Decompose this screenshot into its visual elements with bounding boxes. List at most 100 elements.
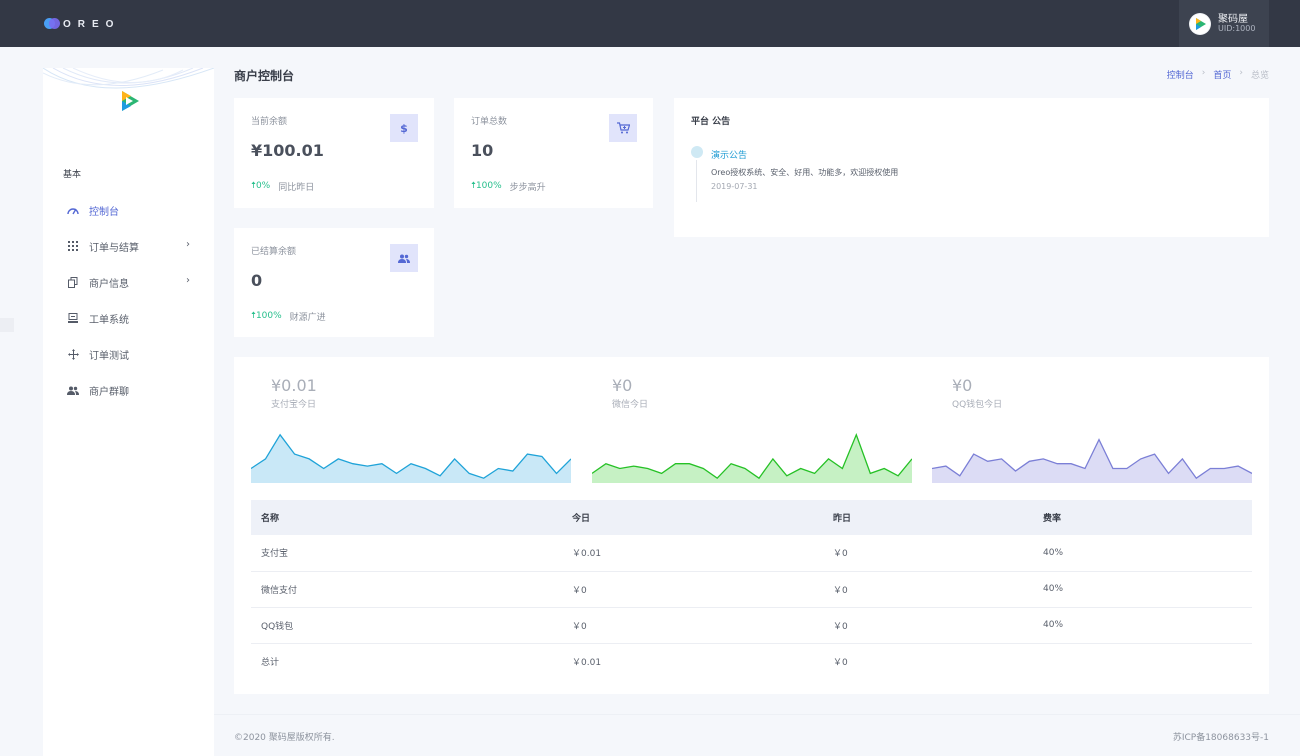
sidebar-banner-decoration <box>43 68 214 89</box>
cell-yesterday: ￥0 <box>823 571 1033 608</box>
column-header-name: 名称 <box>251 500 562 535</box>
stat-card-balance: 当前余额 ¥100.01 🠅 0% 同比昨日 $ <box>234 98 434 208</box>
chevron-right-icon: › <box>186 239 190 250</box>
trend-up-icon: 🠅 <box>251 181 256 191</box>
sidebar-item-orders-settlement[interactable]: 订单与结算 › <box>43 228 214 264</box>
trend-up-icon: 🠅 <box>471 181 476 191</box>
qqwallet-sparkline-chart <box>932 438 1252 483</box>
cell-rate: 40% <box>1033 571 1252 608</box>
sidebar-item-ticket-system[interactable]: 工单系统 <box>43 300 214 336</box>
column-header-rate: 费率 <box>1033 500 1252 535</box>
stat-value: ¥100.01 <box>251 141 324 160</box>
qqwallet-today-label: QQ钱包今日 <box>952 400 1003 410</box>
cart-icon <box>609 114 637 142</box>
ticket-icon <box>67 312 79 324</box>
sidebar-toggle-handle[interactable] <box>0 318 14 332</box>
stat-trend: 🠅 0% 同比昨日 <box>251 178 314 194</box>
cell-name: 支付宝 <box>251 535 562 572</box>
cell-name: QQ钱包 <box>251 607 562 644</box>
column-header-yesterday: 昨日 <box>823 500 1033 535</box>
stat-card-orders: 订单总数 10 🠅 100% 步步高升 <box>454 98 653 208</box>
trend-text: 同比昨日 <box>278 182 315 193</box>
stat-label: 订单总数 <box>471 117 508 127</box>
wechat-today-amount: ¥0 <box>612 376 633 395</box>
cell-yesterday: ￥0 <box>823 607 1033 644</box>
move-icon <box>67 348 79 360</box>
footer-copyright: ©2020 聚码屋版权所有. <box>234 733 335 743</box>
timeline-line <box>696 160 697 202</box>
sparkline-area <box>592 434 912 483</box>
cell-rate: 40% <box>1033 607 1252 644</box>
trend-percent: 100% <box>255 311 282 321</box>
stat-value: 0 <box>251 271 263 290</box>
sidebar-item-merchant-chat[interactable]: 商户群聊 <box>43 372 214 408</box>
qqwallet-today-amount: ¥0 <box>952 376 973 395</box>
user-name: 聚码屋 <box>1218 13 1248 25</box>
stat-card-settled: 已结算余额 0 🠅 100% 财源广进 <box>234 228 434 337</box>
wechat-today-label: 微信今日 <box>612 400 649 410</box>
table-row: QQ钱包 ￥0 ￥0 40% <box>251 607 1252 644</box>
page-title: 商户控制台 <box>234 69 295 83</box>
brand-logo-icon <box>122 91 139 111</box>
cell-yesterday: ￥0 <box>823 535 1033 572</box>
stat-trend: 🠅 100% 财源广进 <box>251 308 326 324</box>
sparkline-area <box>251 434 571 483</box>
cell-name: 总计 <box>261 657 280 668</box>
table-header-row: 名称 今日 昨日 费率 <box>251 500 1252 535</box>
notice-body: Oreo授权系统、安全、好用、功能多，欢迎授权使用 <box>711 168 899 177</box>
stat-label: 当前余额 <box>251 117 288 127</box>
cell-rate: 40% <box>1033 535 1252 572</box>
play-logo-icon <box>1190 13 1210 34</box>
logo-mark-icon <box>44 18 60 30</box>
group-icon <box>67 384 79 396</box>
alipay-today-label: 支付宝今日 <box>271 400 317 410</box>
breadcrumb-separator: › <box>1201 68 1206 78</box>
table-row: 总计 ￥0.01 ￥0 <box>251 643 1252 679</box>
breadcrumb-separator: › <box>1239 68 1243 78</box>
logo-text: OREO <box>63 18 121 30</box>
breadcrumb-dashboard-link[interactable]: 控制台 <box>1166 71 1194 81</box>
footer-divider <box>214 714 1300 715</box>
user-menu[interactable]: 聚码屋 UID:1000 <box>1179 0 1269 47</box>
sidebar-nav: 控制台 订单与结算 › 商户信息 › 工单系统 订单测试 <box>43 192 214 408</box>
column-header-today: 今日 <box>562 500 823 535</box>
sidebar-item-label: 商户群聊 <box>89 386 129 398</box>
footer-icp-link[interactable]: 苏ICP备18068633号-1 <box>1172 733 1269 743</box>
app-logo[interactable]: OREO <box>44 17 120 31</box>
timeline-dot <box>691 146 703 158</box>
platform-notice-card: 平台 公告 演示公告 Oreo授权系统、安全、好用、功能多，欢迎授权使用 201… <box>674 98 1269 237</box>
stat-label: 已结算余额 <box>251 247 297 257</box>
sidebar-item-merchant-info[interactable]: 商户信息 › <box>43 264 214 300</box>
breadcrumb-home-link[interactable]: 首页 <box>1213 71 1232 81</box>
cell-today: ￥0 <box>562 571 823 608</box>
cell-yesterday: ￥0 <box>833 657 848 668</box>
breadcrumb: 控制台 › 首页 › 总览 <box>1167 68 1269 81</box>
sidebar-item-label: 工单系统 <box>89 314 129 326</box>
sidebar-item-order-test[interactable]: 订单测试 <box>43 336 214 372</box>
breadcrumb-current: 总览 <box>1250 71 1269 81</box>
sidebar-item-dashboard[interactable]: 控制台 <box>43 192 214 228</box>
sidebar-item-label: 订单与结算 <box>89 242 139 254</box>
user-avatar <box>1189 12 1211 35</box>
table-row: 支付宝 ￥0.01 ￥0 40% <box>251 535 1252 572</box>
payment-summary-table: 名称 今日 昨日 费率 支付宝 ￥0.01 ￥0 40% 微信支付 ￥0 ￥0 … <box>251 500 1252 679</box>
cell-today: ￥0.01 <box>572 657 602 668</box>
alipay-today-amount: ¥0.01 <box>271 376 317 395</box>
sparkline-line <box>932 438 1252 480</box>
wechat-sparkline-chart <box>592 433 912 483</box>
payment-overview-card: ¥0.01 支付宝今日 ¥0 微信今日 ¥0 QQ钱包今日 名称 今日 昨日 费… <box>234 357 1269 694</box>
trend-percent: 100% <box>475 181 502 191</box>
table-row: 微信支付 ￥0 ￥0 40% <box>251 571 1252 608</box>
sparkline-area <box>932 439 1252 483</box>
cell-today: ￥0.01 <box>562 535 823 572</box>
notice-heading-link[interactable]: 演示公告 <box>711 151 748 161</box>
cell-rate <box>1033 643 1252 679</box>
sparkline-line <box>592 433 912 480</box>
copy-icon <box>67 276 79 288</box>
notice-title: 平台 公告 <box>691 117 731 127</box>
sidebar-item-label: 控制台 <box>89 206 119 218</box>
chevron-right-icon: › <box>186 275 190 286</box>
sidebar-section-label: 基本 <box>63 170 82 180</box>
stat-value: 10 <box>471 141 494 160</box>
people-icon <box>390 244 418 272</box>
